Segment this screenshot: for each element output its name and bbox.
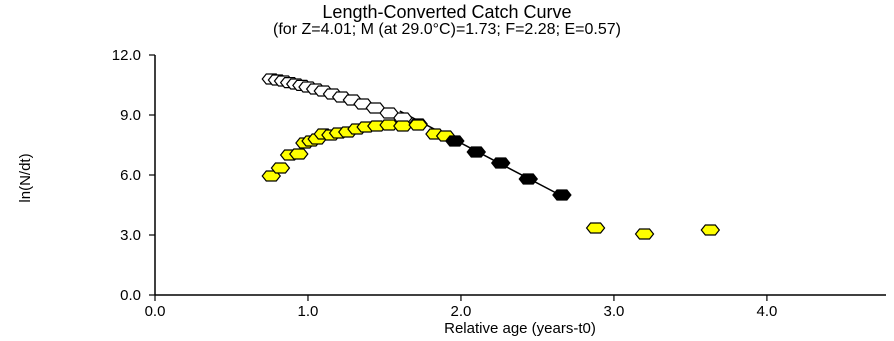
data-point-yellow	[700, 224, 721, 236]
data-point-yellow	[585, 222, 606, 234]
data-point-yellow	[270, 162, 291, 174]
axes	[149, 54, 886, 301]
data-point-yellow	[408, 119, 428, 131]
data-point-black	[518, 173, 539, 185]
y-tick-label: 0.0	[120, 287, 141, 304]
chart-subtitle: (for Z=4.01; M (at 29.0°C)=1.73; F=2.28;…	[273, 21, 621, 38]
y-axis-title: ln(N/dt)	[17, 153, 34, 202]
y-tick-label: 12.0	[112, 47, 141, 64]
data-point-black	[445, 135, 465, 147]
data-point-black	[466, 146, 487, 158]
data-point-yellow	[393, 120, 413, 132]
data-point-yellow	[289, 148, 309, 160]
y-tick-label: 9.0	[120, 107, 141, 124]
data-points	[261, 73, 721, 240]
y-tick-label: 3.0	[120, 227, 141, 244]
tick-labels: 0.0 1.0 2.0 3.0 4.0 0.0 3.0 6.0 9.0 12.0	[112, 47, 778, 320]
x-tick-label: 2.0	[451, 303, 472, 320]
x-tick-label: 0.0	[145, 303, 166, 320]
data-point-black	[490, 157, 511, 169]
y-tick-label: 6.0	[120, 167, 141, 184]
x-tick-label: 3.0	[604, 303, 625, 320]
x-axis-title: Relative age (years-t0)	[444, 320, 596, 337]
data-point-black	[552, 189, 572, 201]
chart-title: Length-Converted Catch Curve	[322, 2, 572, 22]
data-point-yellow	[634, 228, 655, 240]
x-tick-label: 1.0	[298, 303, 319, 320]
x-tick-label: 4.0	[756, 303, 777, 320]
